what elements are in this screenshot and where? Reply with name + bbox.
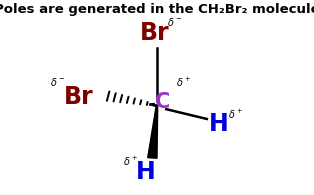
Text: $\delta^+$: $\delta^+$: [176, 76, 191, 90]
Text: $\delta^+$: $\delta^+$: [123, 155, 138, 168]
Text: Br: Br: [63, 84, 93, 109]
Text: Poles are generated in the CH₂Br₂ molecule: Poles are generated in the CH₂Br₂ molecu…: [0, 3, 314, 16]
Text: H: H: [208, 112, 228, 136]
Text: C: C: [155, 92, 171, 112]
Text: H: H: [136, 160, 155, 184]
Text: $\delta^-$: $\delta^-$: [167, 16, 182, 28]
Text: $\delta^-$: $\delta^-$: [50, 76, 65, 88]
Text: $\delta^+$: $\delta^+$: [228, 107, 243, 121]
Text: Br: Br: [140, 21, 170, 45]
Polygon shape: [148, 105, 158, 158]
